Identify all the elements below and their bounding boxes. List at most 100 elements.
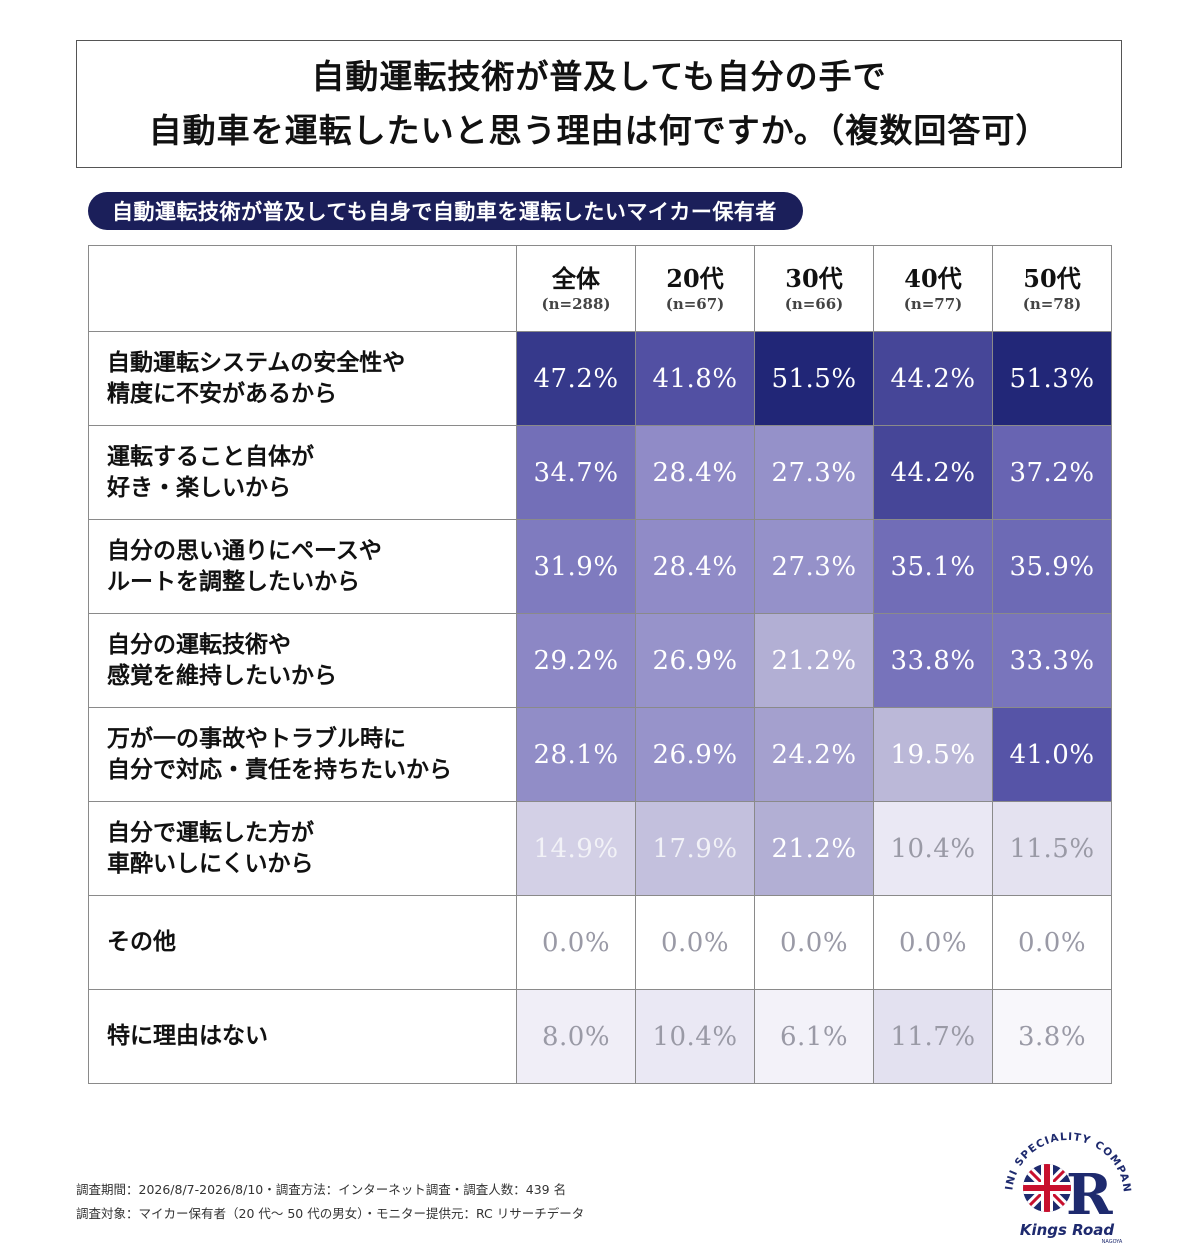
heatmap-cell: 17.9% [635, 801, 755, 896]
row-label-line: ルートを調整したいから [107, 568, 360, 595]
heatmap-cell: 11.7% [873, 989, 993, 1084]
cell-value-label: 28.1% [533, 739, 619, 770]
cell-value-label: 0.0% [1017, 927, 1087, 958]
heatmap-table: 全体 (n=288) 20代 (n=67) 30代 (n=66) 40代 (n=77) 50代(… [88, 245, 1112, 1084]
table-row: 自分で運転した方が 車酔いしにくいから 14.9% 17.9% 21.2% 10.4% 11… [88, 801, 1112, 896]
cell-value-label: 21.2% [771, 645, 857, 676]
row-label-line: 万が一の事故やトラブル時に [107, 725, 406, 752]
cell-value-label: 19.5% [890, 739, 976, 770]
cell-value-label: 28.4% [652, 457, 738, 488]
respondent-group-label: 自動運転技術が普及しても自身で自動車を運転したいマイカー保有者 [88, 192, 803, 230]
column-sample-size: (n=77) [903, 294, 963, 313]
cell-value-label: 11.5% [1009, 833, 1095, 864]
cell-value-label: 0.0% [660, 927, 730, 958]
heatmap-cell: 28.1% [516, 707, 636, 802]
logo-brand-text: Kings Road [1020, 1221, 1115, 1239]
row-label-line: 精度に不安があるから [107, 380, 337, 407]
column-sample-size: (n=66) [784, 294, 844, 313]
column-header-4: 50代 (n=78) [992, 245, 1112, 332]
column-header-3: 40代 (n=77) [873, 245, 993, 332]
row-label-line: 車酔いしにくいから [107, 850, 314, 877]
row-label: 自分で運転した方が 車酔いしにくいから [88, 801, 517, 896]
cell-value-label: 44.2% [890, 457, 976, 488]
cell-value-label: 27.3% [771, 457, 857, 488]
heatmap-cell: 21.2% [754, 613, 874, 708]
heatmap-cell: 37.2% [992, 425, 1112, 520]
cell-value-label: 51.3% [1009, 363, 1095, 394]
heatmap-cell: 29.2% [516, 613, 636, 708]
row-label: その他 [88, 895, 517, 990]
heatmap-cell: 11.5% [992, 801, 1112, 896]
table-row: その他 0.0% 0.0% 0.0% 0.0% 0.0% [88, 895, 1112, 990]
heatmap-cell: 21.2% [754, 801, 874, 896]
cell-value-label: 35.9% [1009, 551, 1095, 582]
heatmap-cell: 33.8% [873, 613, 993, 708]
table-row: 運転すること自体が 好き・楽しいから 34.7% 28.4% 27.3% 44.2% 37.… [88, 425, 1112, 520]
cell-value-label: 37.2% [1009, 457, 1095, 488]
cell-value-label: 0.0% [898, 927, 968, 958]
column-header-2: 30代 (n=66) [754, 245, 874, 332]
cell-value-label: 44.2% [890, 363, 976, 394]
row-label-line: 好き・楽しいから [107, 474, 291, 501]
row-label-line: 自分の運転技術や [107, 631, 291, 658]
column-label: 50代 [1023, 263, 1081, 293]
cell-value-label: 3.8% [1017, 1021, 1087, 1052]
chart-title-box: 自動運転技術が普及しても自分の手で 自動車を運転したいと思う理由は何ですか。（複… [76, 40, 1122, 168]
row-label: 自分の思い通りにペースや ルートを調整したいから [88, 519, 517, 614]
heatmap-cell: 47.2% [516, 331, 636, 426]
row-label-line: 自分で運転した方が [107, 819, 314, 846]
cell-value-label: 17.9% [652, 833, 738, 864]
heatmap-cell: 35.9% [992, 519, 1112, 614]
row-label: 運転すること自体が 好き・楽しいから [88, 425, 517, 520]
union-jack-icon [1023, 1164, 1071, 1212]
heatmap-body: 自動運転システムの安全性や 精度に不安があるから 47.2% 41.8% 51.5% 44… [88, 331, 1112, 1084]
column-label: 20代 [666, 263, 724, 293]
heatmap-cell: 26.9% [635, 613, 755, 708]
row-label: 自分の運転技術や 感覚を維持したいから [88, 613, 517, 708]
column-header-1: 20代 (n=67) [635, 245, 755, 332]
heatmap-cell: 8.0% [516, 989, 636, 1084]
cell-value-label: 26.9% [652, 645, 738, 676]
heatmap-cell: 6.1% [754, 989, 874, 1084]
heatmap-cell: 10.4% [873, 801, 993, 896]
cell-value-label: 0.0% [541, 927, 611, 958]
heatmap-cell: 26.9% [635, 707, 755, 802]
cell-value-label: 29.2% [533, 645, 619, 676]
logo-sub-text: NAGOYA [1102, 1239, 1123, 1245]
row-label-line: 自分で対応・責任を持ちたいから [107, 756, 452, 783]
table-row: 特に理由はない 8.0% 10.4% 6.1% 11.7% 3.8% [88, 989, 1112, 1084]
cell-value-label: 33.8% [890, 645, 976, 676]
survey-footnote-line-2: 調査対象：マイカー保有者（20 代～ 50 代の男女）・モニター提供元：RC リ… [76, 1206, 585, 1221]
cell-value-label: 21.2% [771, 833, 857, 864]
heatmap-cell: 33.3% [992, 613, 1112, 708]
chart-title-line-2: 自動車を運転したいと思う理由は何ですか。（複数回答可） [148, 111, 1050, 150]
heatmap-cell: 51.5% [754, 331, 874, 426]
chart-title-line-1: 自動運転技術が普及しても自分の手で [311, 57, 887, 96]
cell-value-label: 35.1% [890, 551, 976, 582]
cell-value-label: 14.9% [533, 833, 619, 864]
row-label-line: 特に理由はない [107, 1023, 268, 1049]
cell-value-label: 33.3% [1009, 645, 1095, 676]
header-corner [88, 245, 517, 332]
heatmap-cell: 27.3% [754, 519, 874, 614]
column-label: 30代 [785, 263, 843, 293]
cell-value-label: 10.4% [890, 833, 976, 864]
heatmap-cell: 28.4% [635, 519, 755, 614]
heatmap-cell: 35.1% [873, 519, 993, 614]
column-label: 40代 [904, 263, 962, 293]
row-label-line: 自分の思い通りにペースや [107, 537, 382, 564]
heatmap-cell: 14.9% [516, 801, 636, 896]
cell-value-label: 24.2% [771, 739, 857, 770]
heatmap-cell: 0.0% [635, 895, 755, 990]
row-label: 自動運転システムの安全性や 精度に不安があるから [88, 331, 517, 426]
cell-value-label: 8.0% [541, 1021, 611, 1052]
logo-r-letter: R [1066, 1162, 1113, 1228]
kings-road-logo: MINI SPECIALITY COMPANY R Kings Road NAG… [986, 1109, 1142, 1248]
cell-value-label: 34.7% [533, 457, 619, 488]
cell-value-label: 27.3% [771, 551, 857, 582]
heatmap-cell: 41.0% [992, 707, 1112, 802]
heatmap-cell: 44.2% [873, 425, 993, 520]
cell-value-label: 26.9% [652, 739, 738, 770]
table-row: 自動運転システムの安全性や 精度に不安があるから 47.2% 41.8% 51.5% 44… [88, 331, 1112, 426]
heatmap-cell: 10.4% [635, 989, 755, 1084]
